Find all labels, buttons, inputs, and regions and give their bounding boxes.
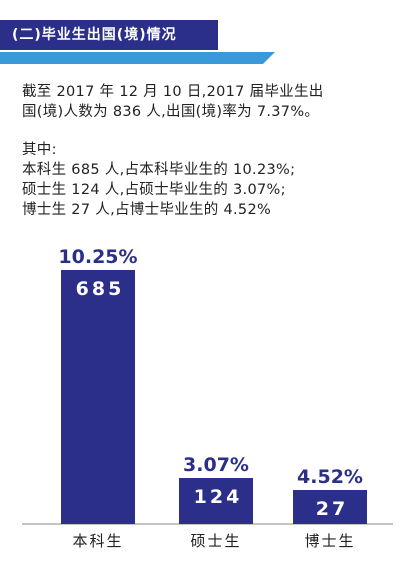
bar-master <box>179 478 253 524</box>
bar-percent-label-doctor: 4.52% <box>297 466 363 488</box>
bar-undergrad <box>61 270 135 524</box>
bar-doctor <box>293 490 367 524</box>
accent-stripe <box>0 52 275 64</box>
section-title: (二)毕业生出国(境)情况 <box>0 20 218 50</box>
summary-paragraph: 截至 2017 年 12 月 10 日,2017 届毕业生出 国(境)人数为 8… <box>22 82 402 122</box>
bar-value-label-doctor: 27 <box>316 498 348 520</box>
bar-percent-label-master: 3.07% <box>183 454 249 476</box>
bar-value-label-undergrad: 685 <box>76 278 125 300</box>
details-line-master: 硕士生 124 人,占硕士毕业生的 3.07%; <box>22 182 286 198</box>
summary-line-2: 国(境)人数为 836 人,出国(境)率为 7.37%。 <box>22 104 320 120</box>
summary-line-1: 截至 2017 年 12 月 10 日,2017 届毕业生出 <box>22 84 324 100</box>
bar-percent-label-undergrad: 10.25% <box>58 246 137 268</box>
category-label-master: 硕士生 <box>190 532 241 550</box>
details-line-doctor: 博士生 27 人,占博士毕业生的 4.52% <box>22 202 272 218</box>
bar-value-label-master: 124 <box>194 486 243 508</box>
details-line-undergrad: 本科生 685 人,占本科毕业生的 10.23%; <box>22 162 296 178</box>
details-paragraph: 其中: 本科生 685 人,占本科毕业生的 10.23%; 硕士生 124 人,… <box>22 140 402 220</box>
category-label-undergrad: 本科生 <box>72 532 123 550</box>
category-label-doctor: 博士生 <box>304 532 355 550</box>
details-heading: 其中: <box>22 142 57 158</box>
